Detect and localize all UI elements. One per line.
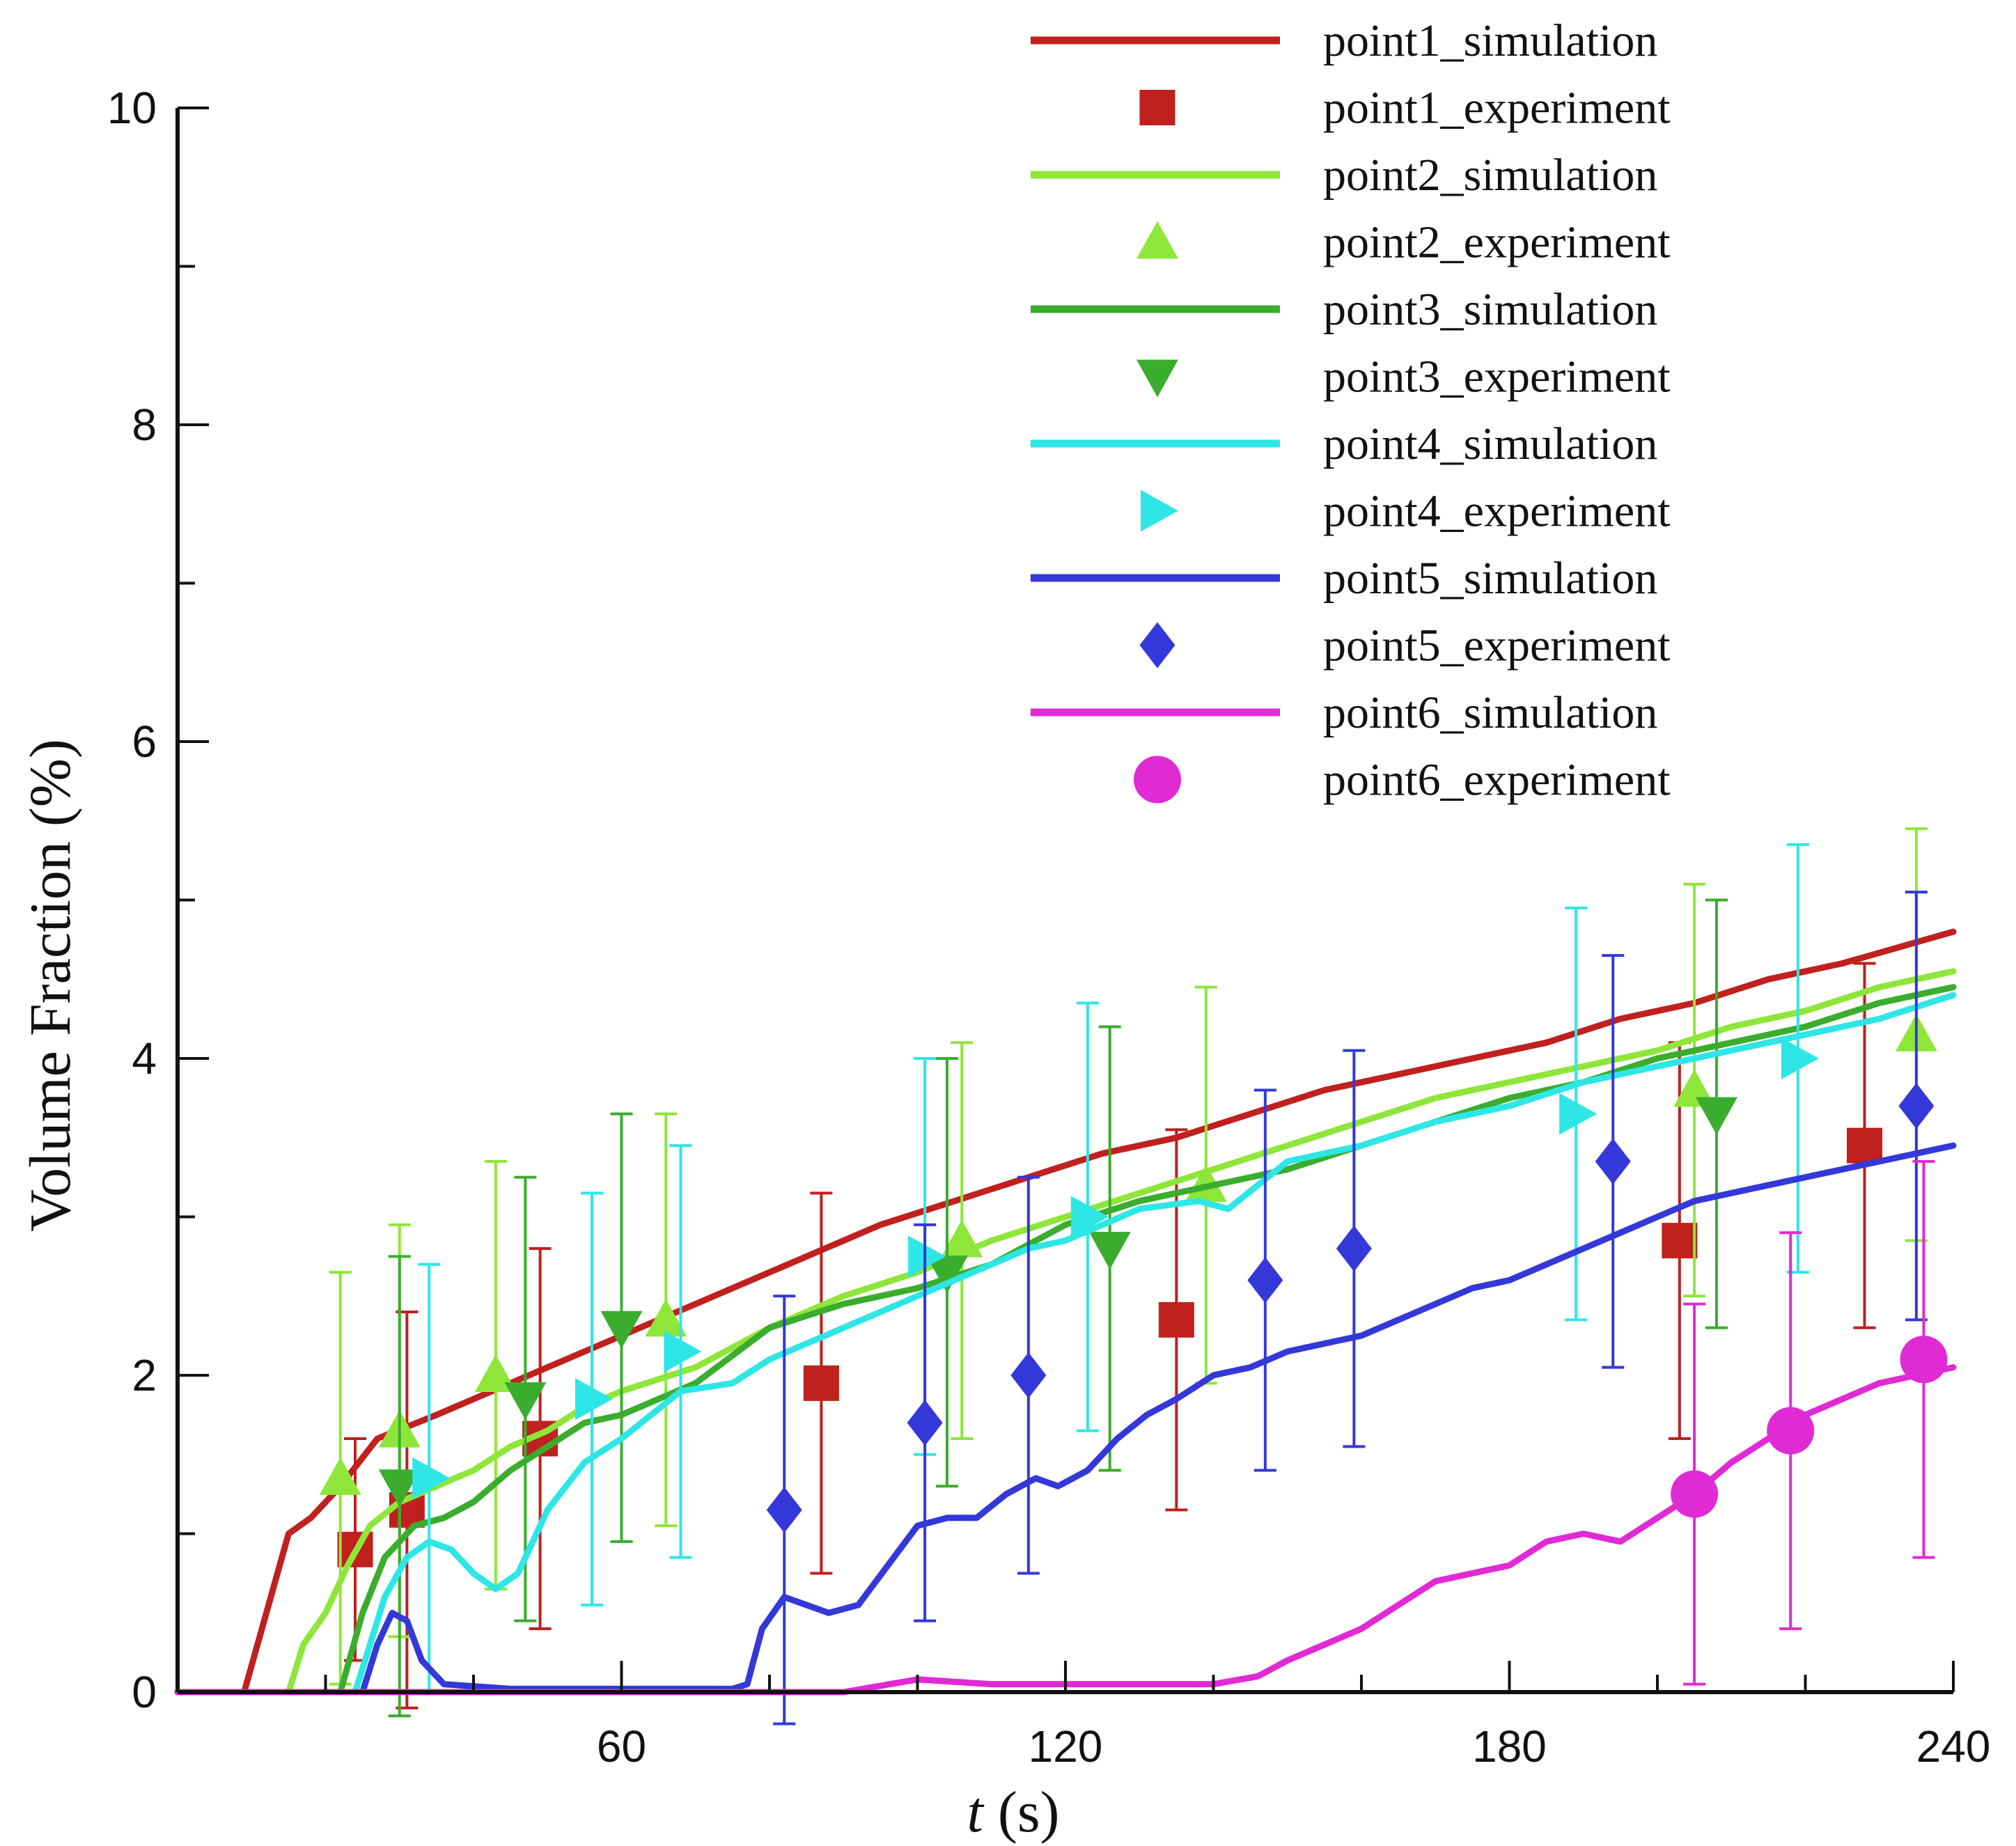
x-tick-label: 120 — [1029, 1721, 1103, 1771]
point5_experiment-point — [1247, 1257, 1283, 1304]
legend-label: point6_experiment — [1323, 755, 1671, 806]
legend-label: point4_experiment — [1323, 486, 1671, 537]
point1_experiment-point — [1158, 1301, 1194, 1338]
legend-entry: point2_simulation — [1031, 150, 1657, 201]
point5_experiment-point — [907, 1400, 943, 1446]
legend-entry: point3_simulation — [1031, 284, 1657, 335]
point3_experiment-point — [926, 1256, 968, 1294]
series-point6_simulation — [174, 1364, 1957, 1696]
y-tick-label: 2 — [132, 1350, 157, 1400]
point1_experiment-point — [1847, 1127, 1882, 1164]
legend-entry: point6_experiment — [1134, 755, 1671, 806]
x-axis-title-unit: (s) — [983, 1780, 1060, 1845]
legend-label: point4_simulation — [1323, 419, 1657, 469]
legend-label: point2_simulation — [1323, 150, 1657, 201]
legend-marker-swatch — [1136, 221, 1178, 259]
y-tick-label: 10 — [107, 83, 157, 133]
point5_experiment-point — [1010, 1352, 1047, 1398]
point2_experiment-point — [941, 1219, 983, 1258]
y-tick-label: 4 — [132, 1033, 157, 1084]
legend-entry: point5_experiment — [1139, 620, 1671, 671]
point3_experiment-point — [1696, 1097, 1737, 1135]
y-tick-label: 6 — [132, 717, 157, 767]
x-tick-label: 180 — [1472, 1721, 1547, 1771]
legend-label: point5_simulation — [1323, 553, 1657, 604]
legend-label: point6_simulation — [1323, 687, 1657, 738]
x-axis-title-variable: t — [967, 1780, 985, 1845]
point6_experiment-point — [1767, 1407, 1815, 1455]
legend-entry: point1_experiment — [1139, 83, 1671, 134]
point5_simulation-line — [174, 1142, 1957, 1696]
y-axis-title: Volume Fraction (%) — [18, 739, 83, 1232]
legend-entry: point2_experiment — [1136, 217, 1671, 268]
series-point1_simulation — [174, 928, 1957, 1696]
point2_experiment-point — [1185, 1164, 1227, 1202]
x-tick-label: 240 — [1916, 1721, 1991, 1771]
legend-label: point3_simulation — [1323, 284, 1657, 335]
legend: point1_simulation point1_experiment point2… — [1031, 15, 1671, 806]
point3_experiment-point — [378, 1469, 421, 1508]
point5_experiment-point — [1336, 1226, 1372, 1272]
point1_experiment-point — [803, 1365, 839, 1401]
legend-entry: point4_experiment — [1141, 486, 1671, 537]
point4_experiment-point — [908, 1235, 946, 1278]
legend-marker-swatch — [1136, 359, 1178, 398]
series-point4_simulation — [174, 992, 1957, 1696]
legend-marker-swatch — [1139, 622, 1175, 668]
series-point2_simulation — [174, 968, 1957, 1696]
point4_experiment-point — [1781, 1038, 1819, 1079]
legend-entry: point5_simulation — [1031, 553, 1657, 604]
point5_experiment-point — [1898, 1083, 1935, 1129]
legend-entry: point1_simulation — [1031, 15, 1657, 66]
legend-label: point1_experiment — [1323, 83, 1671, 134]
point2_experiment-point — [319, 1457, 361, 1495]
point4_experiment-point — [575, 1378, 613, 1421]
point3_experiment-point — [504, 1382, 547, 1421]
legend-marker-swatch — [1139, 90, 1175, 125]
legend-label: point1_simulation — [1323, 15, 1657, 66]
series-point5_simulation — [174, 1142, 1957, 1696]
point4_experiment-point — [664, 1330, 702, 1372]
legend-label: point5_experiment — [1323, 620, 1671, 671]
series-point3_experiment — [378, 898, 1737, 1718]
legend-label: point2_experiment — [1323, 217, 1671, 268]
legend-entry: point6_simulation — [1031, 687, 1657, 738]
point4_experiment-point — [1559, 1093, 1597, 1135]
point1_experiment-point — [1662, 1223, 1698, 1259]
plot-area — [174, 827, 1957, 1726]
legend-entry: point3_experiment — [1136, 352, 1671, 402]
series-point6_experiment — [1671, 1159, 1948, 1686]
point4_experiment-point — [1070, 1196, 1109, 1238]
series-point5_experiment — [766, 891, 1935, 1726]
x-tick-label: 60 — [597, 1721, 646, 1771]
point2_experiment-point — [645, 1299, 687, 1337]
axes: 0 2 4 6 8 10 60 120 180 240 — [107, 83, 1991, 1771]
point4_simulation-line — [174, 992, 1957, 1696]
point4_experiment-point — [412, 1457, 451, 1499]
point5_experiment-point — [1595, 1138, 1631, 1184]
legend-marker-swatch — [1134, 756, 1181, 804]
series-point1_experiment — [337, 962, 1882, 1710]
y-tick-label: 0 — [132, 1667, 157, 1717]
legend-marker-swatch — [1141, 490, 1178, 532]
series-point4_experiment — [412, 843, 1819, 1694]
point3_experiment-point — [600, 1311, 643, 1349]
point5_experiment-point — [766, 1487, 802, 1533]
point1_simulation-line — [174, 928, 1957, 1696]
point6_experiment-point — [1671, 1470, 1719, 1518]
x-axis-title: t (s) — [967, 1780, 1060, 1845]
legend-label: point3_experiment — [1323, 352, 1671, 402]
y-tick-label: 8 — [132, 400, 157, 450]
legend-entry: point4_simulation — [1031, 419, 1657, 469]
point2_simulation-line — [174, 968, 1957, 1696]
point3_experiment-point — [1088, 1232, 1131, 1269]
point6_simulation-line — [174, 1364, 1957, 1696]
point6_experiment-point — [1900, 1336, 1948, 1384]
